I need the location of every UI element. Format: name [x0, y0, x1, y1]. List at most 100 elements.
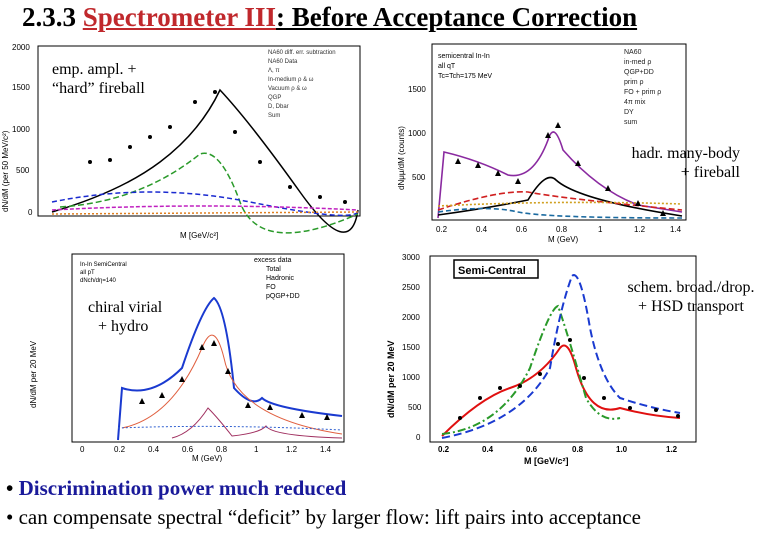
p2-xtick-6: 1.4: [670, 225, 682, 234]
p3-point: [225, 368, 231, 374]
p3-data-points: [139, 340, 330, 420]
p1-inmedium-curve: [51, 191, 359, 217]
p3-point: [199, 344, 205, 350]
p4-xtick-1: 0.4: [482, 445, 494, 454]
p4-ytick-2: 2000: [402, 313, 420, 322]
p2-legend-0: NA60: [624, 49, 642, 56]
plot-4-frame: [429, 255, 697, 443]
p3-xtick-7: 1.4: [320, 445, 332, 454]
p3-legend-4: pQGP+DD: [266, 293, 300, 300]
p3-point: [299, 412, 305, 418]
p3-total-curve: [117, 296, 343, 441]
p2-point: [515, 178, 521, 184]
p3-xtick-1: 0.2: [114, 445, 126, 454]
p1-ylabel: dN/dM (per 50 MeV/c²): [1, 130, 10, 212]
p4-point: [498, 386, 502, 390]
title-highlight: Spectrometer III: [82, 2, 276, 32]
p1-point: [148, 135, 152, 139]
plot-panel-4: 3000 2500 2000 1500 1000 500 0 dN/dM per…: [380, 248, 755, 470]
p2-info-2: Tc=Tch=175 MeV: [438, 73, 492, 80]
p2-legend-2: QGP+DD: [624, 69, 654, 76]
p3-info-1: all pT: [80, 270, 95, 276]
p2-point: [455, 158, 461, 164]
p1-xlabel: M [GeV/c²]: [180, 231, 218, 240]
p4-point: [676, 414, 680, 418]
p2-data-points: [455, 122, 666, 216]
p3-info-2: dNch/dη=140: [80, 278, 117, 284]
p3-legend-2: Hadronic: [266, 275, 295, 282]
p1-point: [88, 160, 92, 164]
p1-point: [128, 145, 132, 149]
slide-title: 2.3.3 Spectrometer III: Before Acceptanc…: [22, 2, 638, 32]
p4-point: [518, 384, 522, 388]
p3-xtick-4: 0.8: [216, 445, 228, 454]
p4-point: [478, 396, 482, 400]
p3-ylabel: dN/dM per 20 MeV: [29, 340, 38, 408]
p4-point: [538, 372, 542, 376]
p1-legend-3: In-medium ρ & ω: [268, 77, 314, 83]
p4-badge-box: [453, 259, 539, 279]
p1-point: [318, 195, 322, 199]
p1-point: [288, 185, 292, 189]
plot-1-label: emp. ampl. + “hard” fireball: [52, 61, 145, 97]
p4-xtick-3: 0.8: [572, 445, 584, 454]
p3-point: [267, 404, 273, 410]
p2-xlabel: M (GeV): [548, 235, 579, 244]
p2-point: [495, 170, 501, 176]
p4-point: [582, 376, 586, 380]
p4-point: [628, 406, 632, 410]
p4-point: [568, 338, 572, 342]
p4-xtick-0: 0.2: [438, 445, 450, 454]
p4-xtick-2: 0.6: [526, 445, 538, 454]
bullet-1: • Discrimination power much reduced: [6, 476, 347, 500]
p3-info-0: In-In SemiCentral: [80, 262, 127, 268]
bullet-2: • can compensate spectral “deficit” by l…: [6, 505, 641, 529]
p3-xtick-5: 1: [254, 445, 259, 454]
p3-qgp-curve: [117, 425, 343, 431]
p4-blue-curve: [441, 274, 681, 439]
p4-ytick-0: 3000: [402, 253, 420, 262]
p2-xtick-2: 0.6: [516, 225, 528, 234]
p4-ytick-5: 500: [408, 403, 422, 412]
p4-point: [602, 396, 606, 400]
plot-panel-2: 1500 1000 500 dNμμ/dM (counts) 0.2 0.4 0…: [397, 40, 740, 246]
p4-ylabel: dN/dM per 20 MeV: [386, 340, 396, 418]
plot-2-frame: [431, 43, 687, 221]
p3-xlabel: M (GeV): [192, 454, 223, 462]
p2-legend-7: sum: [624, 119, 637, 126]
p2-xtick-3: 0.8: [556, 225, 568, 234]
p2-ylabel: dNμμ/dM (counts): [398, 126, 406, 190]
p2-info-0: semicentral In-In: [438, 53, 490, 60]
p2-point: [605, 185, 611, 191]
p2-ytick-1: 1000: [408, 129, 426, 138]
p2-legend-3: prim ρ: [624, 79, 644, 86]
p2-xtick-0: 0.2: [436, 225, 448, 234]
p1-legend-4: Vacuum ρ & ω: [268, 86, 307, 92]
p4-xlabel: M [GeV/c²]: [524, 456, 569, 466]
p2-point: [635, 200, 641, 206]
p2-legend-4: FO + prim ρ: [624, 89, 661, 96]
p3-point: [139, 398, 145, 404]
plot-1-figure: 2000 1500 1000 500 0 dN/dM (per 50 MeV/c…: [1, 43, 361, 240]
p1-vacuum-curve: [59, 152, 359, 234]
p2-legend-1: in-med ρ: [624, 59, 651, 66]
p2-4pi-curve: [437, 207, 683, 219]
p1-data-points: [88, 90, 347, 204]
plot-4-label: schem. broad./drop. + HSD transport: [627, 279, 755, 315]
p1-ytick-1: 1500: [12, 83, 30, 92]
p2-legend-5: 4π mix: [624, 99, 646, 106]
plot-4-figure: 3000 2500 2000 1500 1000 500 0 dN/dM per…: [386, 253, 697, 466]
p1-point: [168, 125, 172, 129]
p4-xtick-5: 1.2: [666, 445, 678, 454]
p1-ytick-2: 1000: [12, 125, 30, 134]
p4-badge: Semi-Central: [458, 265, 526, 277]
p2-point: [475, 162, 481, 168]
p4-ytick-1: 2500: [402, 283, 420, 292]
p1-qgp-curve: [51, 205, 359, 211]
p1-legend-5: QGP: [268, 95, 281, 101]
p3-point: [179, 376, 185, 382]
p2-info-1: all qT: [438, 63, 456, 70]
p1-ytick-4: 0: [28, 208, 33, 217]
p1-point: [108, 158, 112, 162]
p1-legend-7: Sum: [268, 113, 280, 119]
